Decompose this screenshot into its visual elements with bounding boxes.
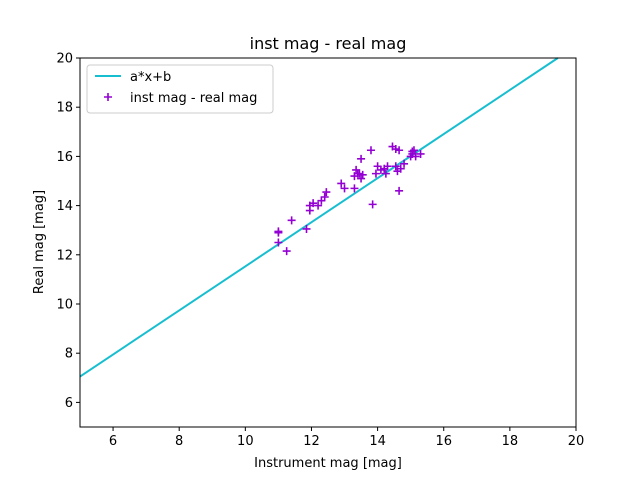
scatter-point [408,147,417,156]
scatter-point [368,200,377,209]
scatter-point [302,224,311,233]
scatter-point [314,201,323,210]
x-axis-label: Instrument mag [mag] [254,456,402,471]
legend-scatter-label: inst mag - real mag [130,91,257,106]
legend-box [86,64,274,114]
scatter-point [274,238,283,247]
y-tick-label: 12 [56,248,73,263]
legend-plus-marker [104,93,112,101]
scatter-point [381,169,390,178]
scatter-point [391,162,400,171]
scatter-point [357,174,366,183]
x-tick-label: 14 [369,434,386,449]
x-tick-label: 10 [237,434,254,449]
x-tick-label: 20 [568,434,585,449]
x-tick-label: 18 [502,434,519,449]
scatter-point [395,146,404,155]
scatter-point [320,192,329,201]
scatter-point [337,179,346,188]
y-axis-label: Real mag [mag] [32,190,47,294]
scatter-point [287,216,296,225]
y-tick-label: 18 [56,101,73,116]
x-axis: 6 8 10 12 14 16 18 20 [109,427,584,449]
scatter-point [396,164,405,173]
y-tick-label: 10 [56,298,73,313]
y-tick-label: 8 [65,347,73,362]
scatter-point [340,184,349,193]
scatter-point [358,170,367,179]
fit-line [79,57,559,378]
chart-title: inst mag - real mag [250,34,407,53]
scatter-series [274,142,425,256]
y-tick-label: 16 [56,150,73,165]
y-tick-label: 20 [56,52,73,67]
scatter-point [383,162,392,171]
scatter-point [322,188,331,197]
scatter-point [366,146,375,155]
plot-area [79,57,559,378]
scatter-point [282,247,291,256]
legend: a*x+b inst mag - real mag [86,64,274,114]
scatter-point [411,152,420,161]
y-tick-label: 14 [56,199,73,214]
scatter-point [409,146,418,155]
y-tick-label: 6 [65,396,73,411]
scatter-point [274,228,283,237]
legend-scatter-marker [104,93,112,101]
scatter-point [357,154,366,163]
fit-line-series [79,57,559,378]
plot-frame [79,57,577,428]
x-tick-label: 12 [303,434,320,449]
scatter-point [400,159,409,168]
x-tick-label: 8 [175,434,183,449]
scatter-point [371,169,380,178]
x-tick-label: 16 [435,434,452,449]
legend-line-label: a*x+b [130,70,171,85]
scatter-point [416,149,425,158]
scatter-point [395,186,404,195]
x-tick-label: 6 [109,434,117,449]
scatter-point [350,184,359,193]
scatter-point [309,199,318,208]
y-axis: 6 8 10 12 14 16 18 20 [56,52,80,411]
